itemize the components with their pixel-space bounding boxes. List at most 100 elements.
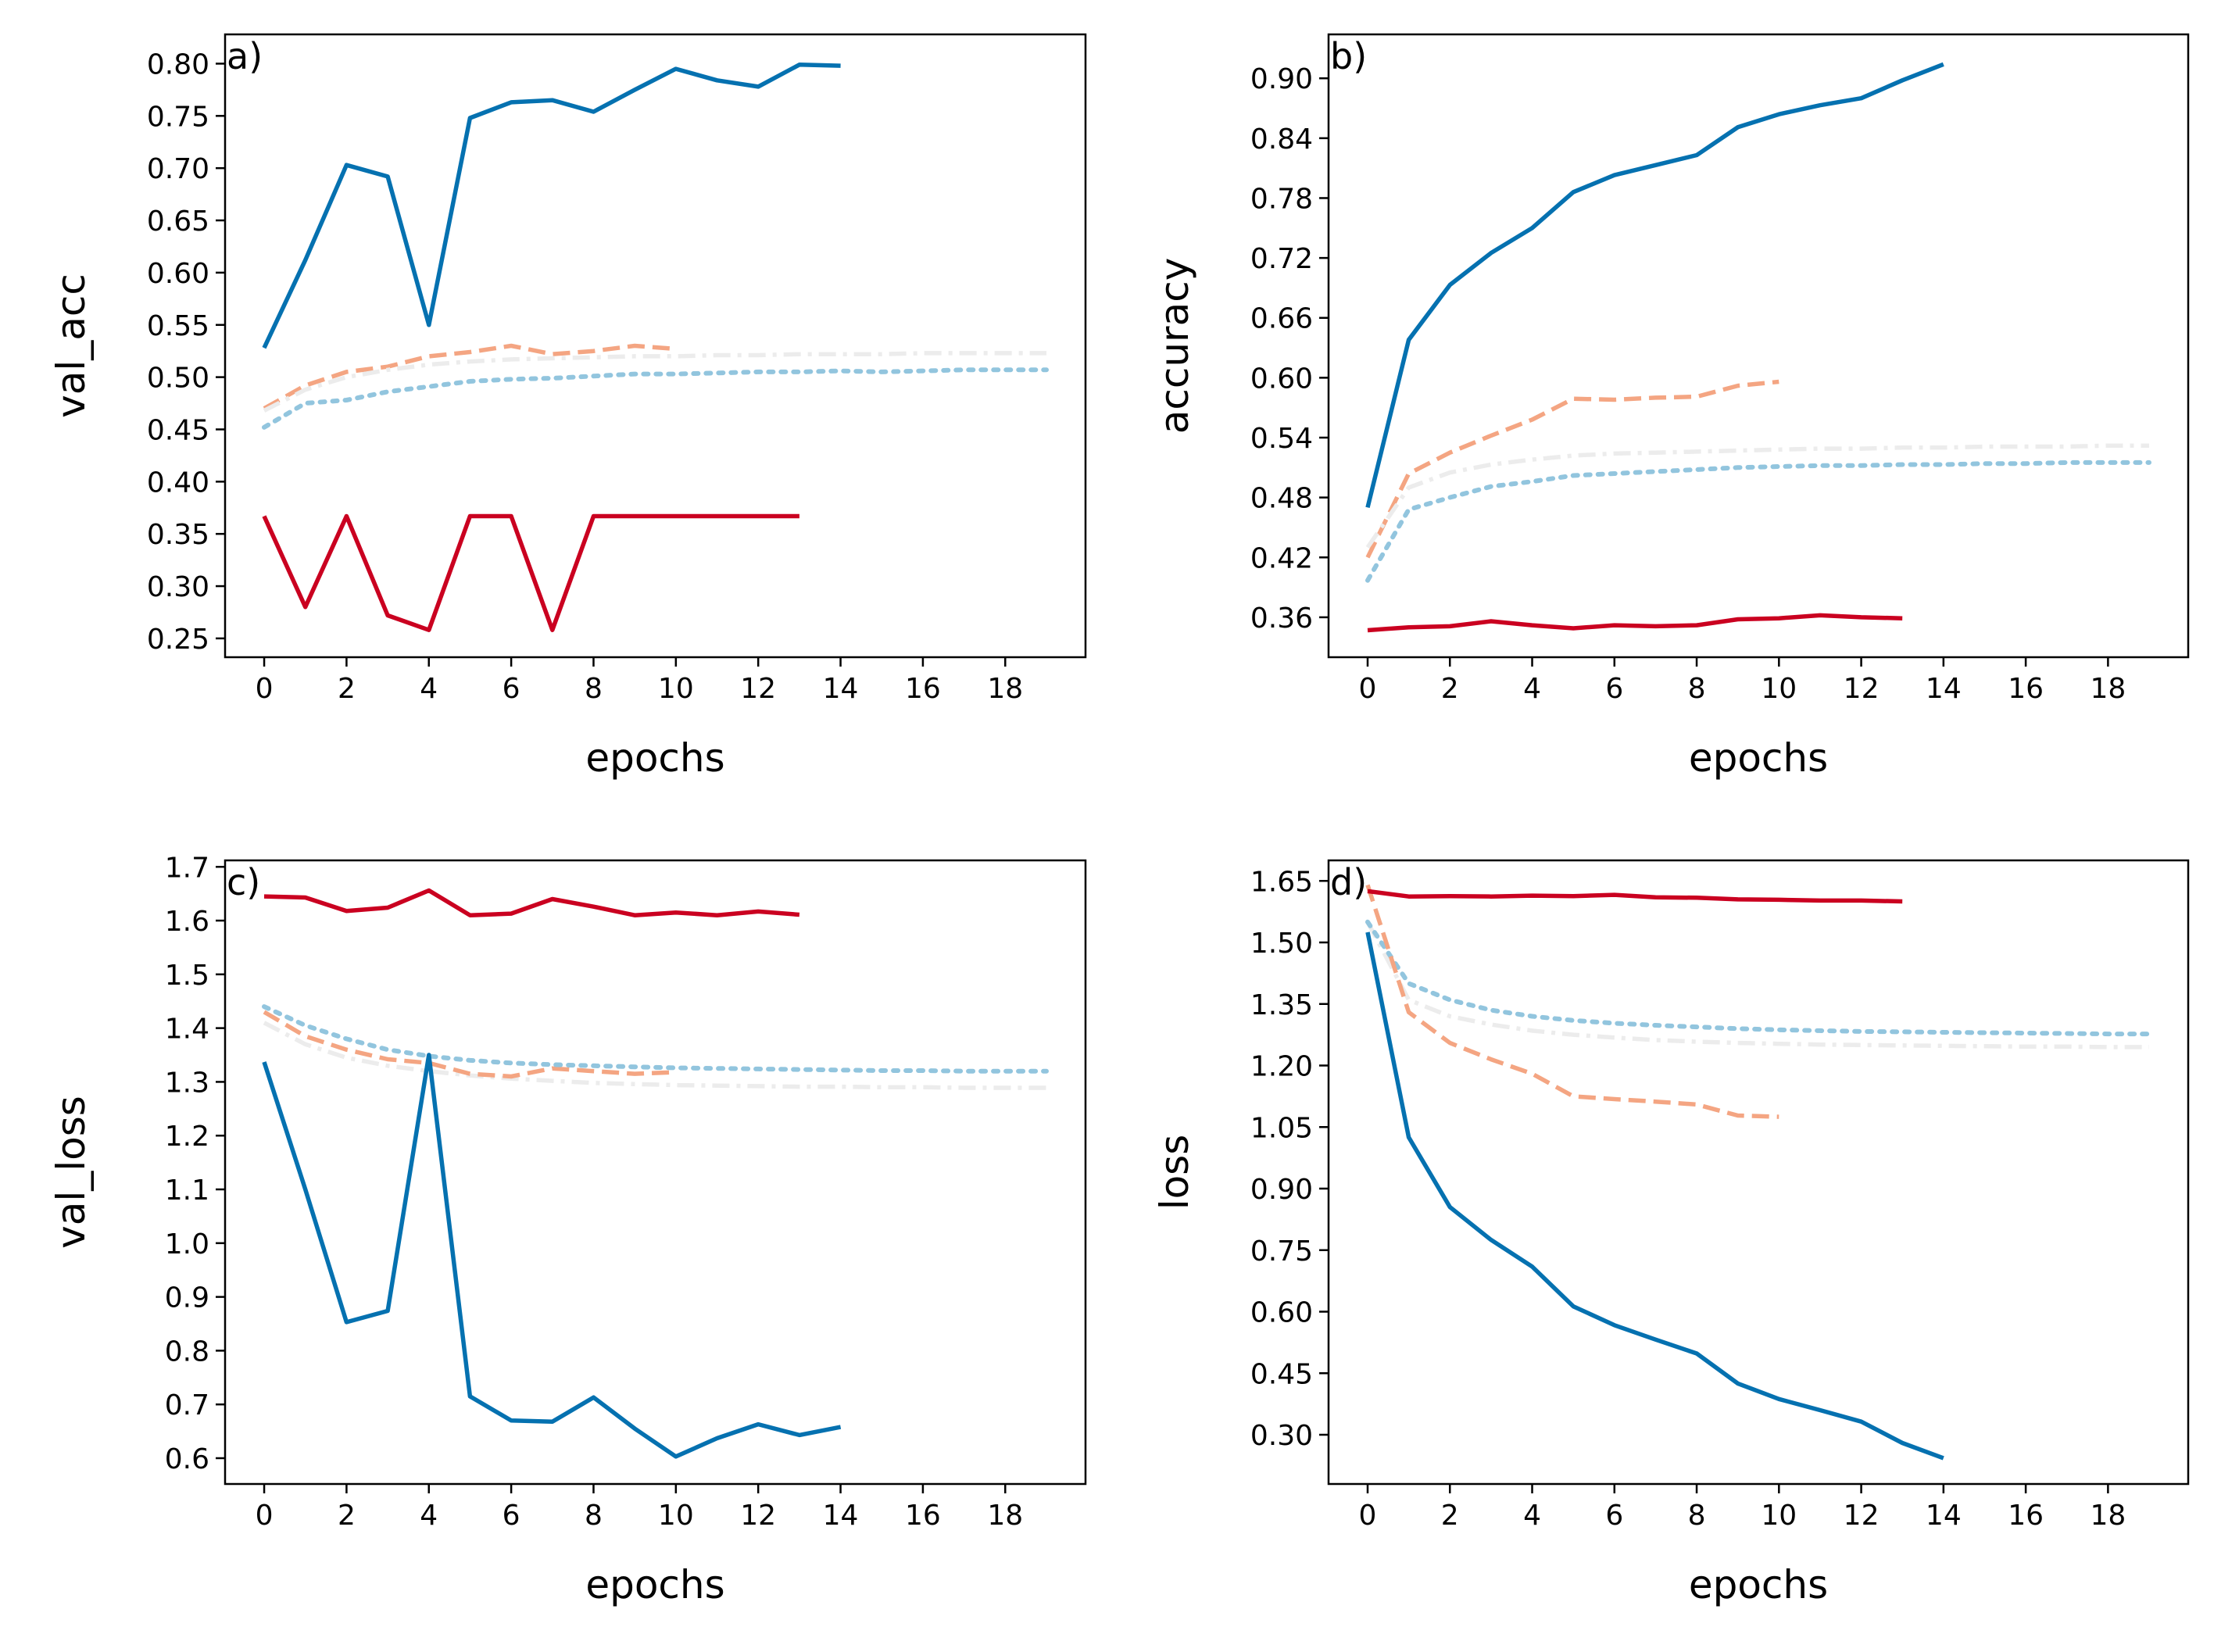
series-line-1 — [1365, 919, 2151, 1037]
x-tick-label: 0 — [1359, 1500, 1377, 1532]
series-line-3 — [1365, 459, 2151, 583]
series-line-3 — [262, 367, 1049, 430]
x-tick-label: 12 — [740, 1500, 776, 1532]
series-line-2 — [1365, 443, 2149, 549]
y-tick-label: 0.75 — [1250, 1235, 1313, 1268]
x-tick-label: 18 — [987, 673, 1023, 705]
x-tick-label: 0 — [256, 673, 274, 705]
x-axis-label: epochs — [1689, 1562, 1828, 1607]
x-tick-label: 2 — [338, 673, 356, 705]
x-axis-label: epochs — [1689, 735, 1828, 781]
x-tick-label: 2 — [1441, 673, 1459, 705]
y-tick-label: 1.20 — [1250, 1051, 1313, 1083]
y-tick-label: 0.25 — [147, 624, 209, 656]
y-tick-label: 0.70 — [147, 153, 209, 185]
y-tick-label: 0.65 — [147, 206, 209, 238]
y-tick-label: 0.55 — [147, 310, 209, 342]
x-tick-label: 16 — [2008, 673, 2044, 705]
plot-frame — [224, 859, 1087, 1486]
panel-a: 0 2 4 6 8 10 12 14 16 18 0.25 0.30 0.35 0.40 0.45 0.50 0… — [48, 33, 1087, 781]
y-tick-label: 0.7 — [165, 1389, 209, 1421]
series-group — [262, 63, 1049, 632]
series-line-1 — [263, 343, 677, 411]
series-line-1 — [263, 1010, 676, 1079]
y-axis-label: accuracy — [1152, 258, 1197, 434]
y-tick-label: 0.45 — [147, 414, 209, 446]
series-group — [1365, 884, 2151, 1461]
y-tick-label: 1.5 — [165, 960, 209, 992]
x-tick-label: 6 — [1605, 1500, 1623, 1532]
x-tick-label: 10 — [1761, 1500, 1797, 1532]
series-group — [1365, 62, 2151, 633]
y-tick-label: 0.54 — [1250, 423, 1313, 455]
y-tick-label: 1.7 — [165, 852, 209, 884]
y-tick-label: 0.8 — [165, 1336, 209, 1368]
series-line-2 — [263, 351, 1046, 413]
series-line-4 — [263, 888, 800, 917]
x-tick-label: 14 — [823, 1500, 859, 1532]
y-tick-label: 1.50 — [1250, 928, 1313, 960]
series-line-0 — [263, 1021, 1046, 1090]
x-tick-label: 6 — [503, 1500, 520, 1532]
x-tick-label: 4 — [1523, 673, 1541, 705]
x-tick-label: 0 — [1359, 673, 1377, 705]
x-tick-label: 8 — [585, 1500, 603, 1532]
plot-frame — [1327, 859, 2190, 1486]
y-tick-label: 0.66 — [1250, 303, 1313, 335]
x-axis-label: epochs — [585, 1562, 724, 1607]
panel-label: a) — [227, 35, 263, 77]
panel-d: 0 2 4 6 8 10 12 14 16 18 0.30 0.45 0.60 0.75 0.90 1.05 1… — [1152, 859, 2190, 1607]
y-tick-label: 0.78 — [1250, 183, 1313, 215]
x-tick-label: 18 — [987, 1500, 1023, 1532]
y-tick-label: 0.75 — [147, 101, 209, 133]
y-axis-label: val_acc — [48, 274, 94, 418]
x-tick-label: 4 — [420, 673, 438, 705]
y-tick-label: 1.4 — [165, 1014, 209, 1046]
y-tick-label: 1.6 — [165, 906, 209, 938]
y-tick-label: 0.42 — [1250, 542, 1313, 574]
series-line-1 — [1365, 379, 1779, 559]
y-tick-label: 0.90 — [1250, 63, 1313, 95]
x-tick-label: 2 — [1441, 1500, 1459, 1532]
y-tick-label: 1.35 — [1250, 989, 1313, 1021]
x-tick-label: 8 — [1688, 673, 1706, 705]
x-tick-label: 8 — [1688, 1500, 1706, 1532]
y-tick-label: 0.9 — [165, 1282, 209, 1314]
y-tick-label: 0.36 — [1250, 603, 1313, 635]
x-tick-label: 6 — [503, 673, 520, 705]
series-line-4 — [262, 513, 799, 632]
y-tick-label: 1.2 — [165, 1121, 209, 1153]
x-tick-label: 16 — [905, 673, 941, 705]
x-tick-label: 14 — [823, 673, 859, 705]
y-tick-label: 0.35 — [147, 519, 209, 551]
y-tick-label: 0.30 — [147, 571, 209, 603]
y-tick-label: 0.50 — [147, 363, 209, 395]
y-tick-label: 1.05 — [1250, 1112, 1313, 1144]
x-tick-label: 12 — [740, 673, 776, 705]
y-tick-label: 0.60 — [147, 258, 209, 290]
series-line-3 — [1365, 931, 1944, 1461]
y-tick-label: 0.6 — [165, 1443, 209, 1475]
series-line-0 — [262, 63, 841, 349]
panel-c: 0 2 4 6 8 10 12 14 16 18 0.6 0.7 0.8 0.9 1.0 1.1 1.2 1.3 1… — [48, 852, 1087, 1607]
x-tick-label: 4 — [1523, 1500, 1541, 1532]
panel-label: c) — [227, 861, 260, 903]
y-tick-label: 0.30 — [1250, 1420, 1313, 1452]
x-tick-label: 4 — [420, 1500, 438, 1532]
y-axis-label: loss — [1152, 1135, 1197, 1210]
series-line-4 — [1367, 889, 1903, 904]
x-tick-label: 12 — [1844, 673, 1880, 705]
y-tick-label: 0.60 — [1250, 363, 1313, 395]
y-tick-label: 1.3 — [165, 1067, 209, 1099]
x-tick-label: 2 — [338, 1500, 356, 1532]
x-tick-label: 0 — [256, 1500, 274, 1532]
y-tick-label: 0.40 — [147, 467, 209, 499]
x-tick-label: 14 — [1926, 673, 1962, 705]
x-tick-label: 12 — [1844, 1500, 1880, 1532]
panel-b: 0 2 4 6 8 10 12 14 16 18 0.36 0.42 0.48 0.54 0.60 0.66 0… — [1152, 33, 2190, 781]
series-line-3 — [262, 1053, 842, 1459]
y-tick-label: 0.84 — [1250, 123, 1313, 156]
series-line-2 — [1365, 884, 1779, 1119]
x-axis-label: epochs — [585, 735, 724, 781]
